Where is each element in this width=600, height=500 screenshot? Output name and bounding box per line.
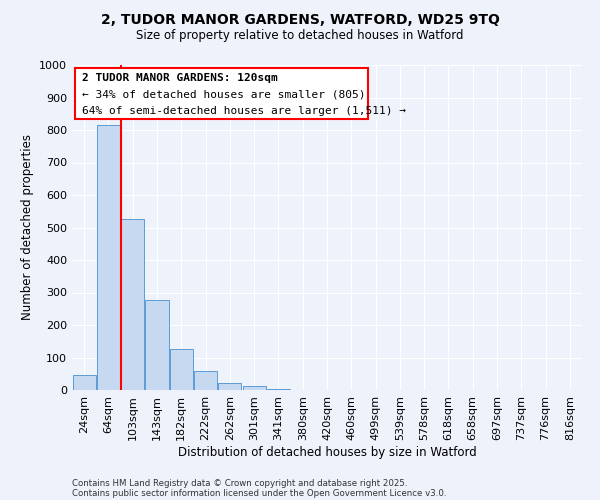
- Text: 2 TUDOR MANOR GARDENS: 120sqm: 2 TUDOR MANOR GARDENS: 120sqm: [82, 73, 278, 83]
- Y-axis label: Number of detached properties: Number of detached properties: [20, 134, 34, 320]
- X-axis label: Distribution of detached houses by size in Watford: Distribution of detached houses by size …: [178, 446, 476, 458]
- Bar: [267, 389, 290, 390]
- Bar: [242, 386, 266, 390]
- Text: 2, TUDOR MANOR GARDENS, WATFORD, WD25 9TQ: 2, TUDOR MANOR GARDENS, WATFORD, WD25 9T…: [101, 12, 499, 26]
- Text: ← 34% of detached houses are smaller (805): ← 34% of detached houses are smaller (80…: [82, 90, 366, 100]
- FancyBboxPatch shape: [74, 68, 368, 118]
- Text: Contains public sector information licensed under the Open Government Licence v3: Contains public sector information licen…: [72, 488, 446, 498]
- Bar: [73, 375, 95, 390]
- Bar: [97, 125, 120, 390]
- Text: Size of property relative to detached houses in Watford: Size of property relative to detached ho…: [136, 28, 464, 42]
- Bar: [145, 300, 169, 390]
- Text: 64% of semi-detached houses are larger (1,511) →: 64% of semi-detached houses are larger (…: [82, 106, 406, 116]
- Bar: [194, 372, 217, 390]
- Bar: [170, 348, 193, 390]
- Bar: [218, 383, 241, 390]
- Bar: [121, 218, 144, 390]
- Text: Contains HM Land Registry data © Crown copyright and database right 2025.: Contains HM Land Registry data © Crown c…: [72, 478, 407, 488]
